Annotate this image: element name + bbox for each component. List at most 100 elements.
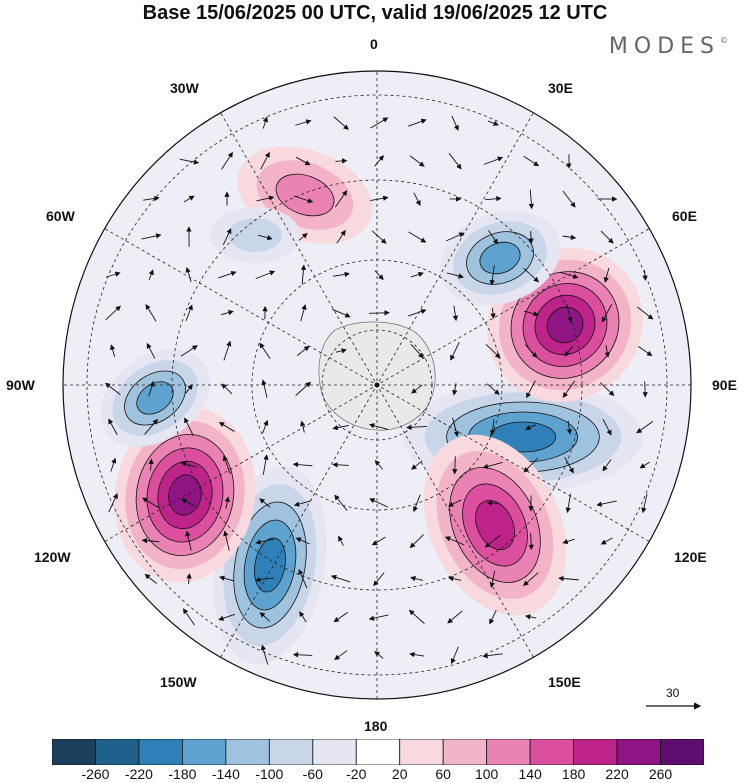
- wind-vector: [148, 269, 154, 281]
- wind-vector: [452, 305, 459, 322]
- wind-vector: [562, 538, 575, 545]
- wind-vector: [369, 498, 389, 508]
- wind-vector: [486, 383, 500, 395]
- wind-vector: [295, 537, 310, 545]
- colorbar-swatch: [225, 739, 270, 765]
- wind-vector: [185, 304, 193, 321]
- lon-label-120w: 120W: [34, 549, 71, 565]
- wind-vector: [410, 344, 424, 359]
- wind-vector: [484, 534, 501, 548]
- wind-vector: [406, 424, 428, 431]
- wind-vector: [596, 500, 617, 507]
- wind-vector: [222, 228, 232, 246]
- wind-vector: [332, 271, 350, 278]
- wind-vector: [641, 493, 648, 514]
- colorbar-swatch: [486, 739, 531, 765]
- anomaly-contour: [136, 381, 174, 415]
- wind-vector: [411, 460, 423, 470]
- chart-title: Base 15/06/2025 00 UTC, valid 19/06/2025…: [142, 2, 608, 24]
- wind-vector: [334, 494, 348, 511]
- colorbar-tick-label: 140: [518, 766, 542, 782]
- wind-vector: [338, 535, 344, 546]
- wind-vector: [218, 270, 237, 279]
- anomaly-contour: [254, 537, 286, 593]
- wind-vector: [448, 152, 462, 170]
- wind-vector: [562, 234, 577, 240]
- colorbar-tick-label: 220: [605, 766, 629, 782]
- colorbar-swatch: [138, 739, 183, 765]
- wind-vector: [370, 195, 389, 202]
- colorbar-tick-label: -220: [124, 766, 153, 782]
- wind-vector: [180, 345, 198, 357]
- wind-vector: [262, 116, 268, 129]
- wind-vector: [144, 573, 157, 584]
- colorbar-tick-label: -140: [211, 766, 240, 782]
- colorbar-tick-label: 180: [561, 766, 586, 782]
- wind-vector: [221, 383, 233, 395]
- wind-vector: [300, 304, 307, 322]
- wind-vector: [637, 306, 654, 320]
- wind-vector: [489, 610, 497, 625]
- wind-vector: [293, 500, 312, 507]
- wind-vector: [336, 229, 346, 244]
- wind-vector: [262, 419, 269, 434]
- colorbar-swatch: [355, 739, 401, 765]
- wind-vector: [256, 195, 275, 202]
- wind-vector: [368, 423, 389, 430]
- wind-vector: [334, 190, 348, 208]
- colorbar-tick-label: 100: [474, 766, 499, 782]
- wind-vector: [223, 530, 230, 551]
- wind-vector: [105, 305, 121, 321]
- wind-vector: [523, 457, 539, 473]
- wind-vector: [410, 271, 424, 278]
- wind-vector: [374, 651, 384, 659]
- wind-vector: [447, 610, 463, 624]
- wind-vector: [408, 231, 427, 243]
- wind-vector: [109, 344, 116, 357]
- wind-vector: [335, 348, 347, 354]
- wind-vector: [482, 652, 503, 659]
- wind-vector: [370, 117, 389, 129]
- lon-label-150e: 150E: [548, 674, 581, 690]
- wind-vector: [295, 156, 311, 166]
- wind-vector: [185, 384, 193, 394]
- wind-vector: [523, 572, 539, 587]
- colorbar-swatch: [442, 739, 488, 765]
- wind-vector: [300, 264, 307, 285]
- wind-vector: [221, 151, 233, 170]
- wind-vector: [333, 116, 349, 130]
- colorbar-tick-label: 260: [648, 766, 673, 782]
- wind-vector: [373, 572, 385, 587]
- wind-vector: [144, 418, 159, 435]
- wind-vector: [488, 230, 499, 245]
- lon-label-90w: 90W: [6, 377, 35, 393]
- colorbar-swatch: [399, 739, 444, 765]
- wind-vector: [642, 269, 648, 281]
- wind-vector: [450, 646, 459, 665]
- wind-vector: [602, 459, 612, 472]
- wind-vector: [601, 304, 613, 323]
- wind-vector: [371, 536, 386, 546]
- wind-vector: [523, 155, 540, 167]
- wind-vector: [409, 155, 425, 167]
- wind-vector: [296, 345, 310, 357]
- wind-vector: [600, 230, 614, 244]
- wind-vector: [450, 341, 460, 361]
- wind-vector: [636, 420, 654, 434]
- wind-vector: [452, 456, 458, 475]
- wind-vector: [332, 424, 349, 431]
- wind-vector: [604, 345, 610, 358]
- wind-vector: [452, 417, 459, 437]
- wind-vector: [260, 644, 269, 665]
- wind-vector: [293, 195, 314, 204]
- wind-vector: [523, 310, 539, 317]
- colorbar-swatch: [95, 739, 140, 765]
- wind-vector: [408, 308, 427, 317]
- wind-vector: [258, 234, 273, 241]
- wind-vector: [408, 609, 425, 624]
- wind-vector: [408, 118, 427, 127]
- wind-vector: [526, 380, 536, 399]
- wind-vector: [409, 534, 424, 549]
- wind-vector: [525, 424, 537, 430]
